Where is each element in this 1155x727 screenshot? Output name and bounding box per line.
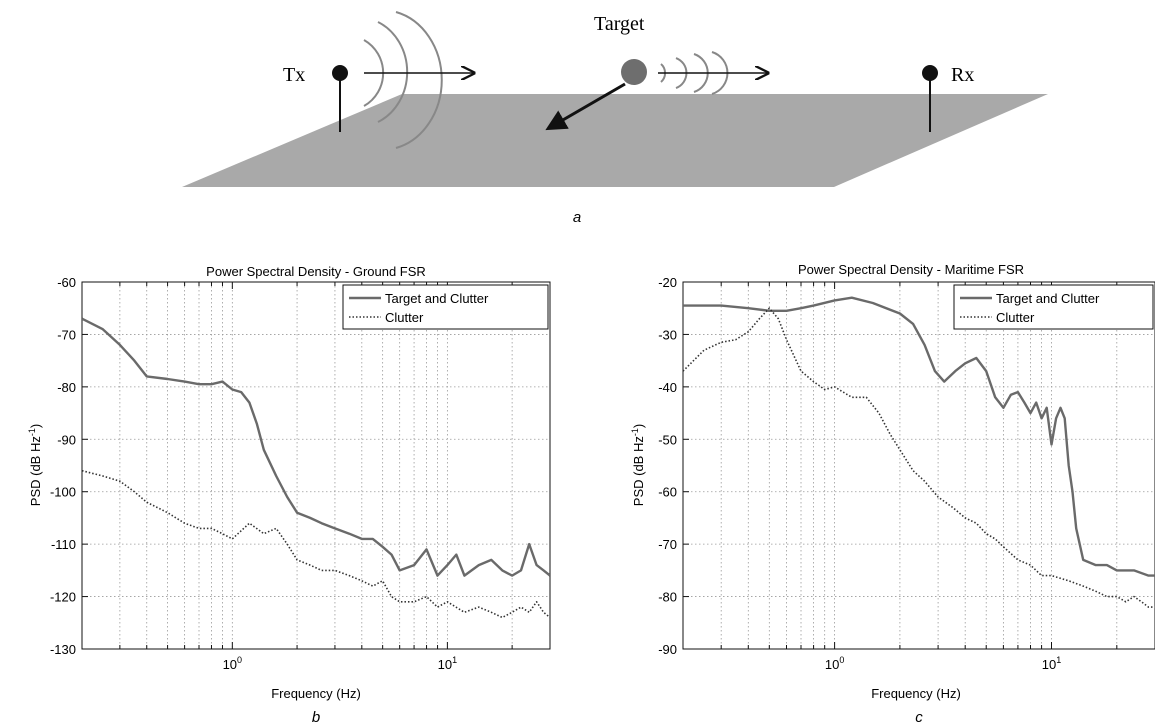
y-tick-label: -110 [51,537,76,552]
x-tick-label-base: 10 [223,657,237,672]
legend-box [953,284,1154,330]
y-tick-label: -50 [658,432,677,447]
y-tick-label: -80 [658,590,677,605]
y-tick-label: -60 [57,275,76,290]
target-sphere [621,59,647,85]
plot-area [81,281,551,650]
y-tick-label: -120 [50,590,76,605]
y-tick-label: -130 [50,642,76,657]
x-tick-label-exponent: 1 [1056,655,1061,665]
x-tick-label: 100 [825,655,844,672]
legend: Target and Clutter Clutter [342,284,549,330]
panel-label-b: b [312,709,320,726]
y-tick-label: -60 [658,485,677,500]
x-axis-label: Frequency (Hz) [871,686,961,701]
plot-area [682,281,1155,650]
legend-label: Target and Clutter [385,291,489,306]
legend-label: Clutter [996,310,1035,325]
x-tick-label-exponent: 0 [839,655,844,665]
y-tick-label: -90 [57,432,76,447]
tx-wavefront-3 [395,11,443,149]
y-axis-label-main: PSD (dB Hz [631,436,646,506]
tx-label: Tx [283,64,305,86]
x-axis-label: Frequency (Hz) [271,686,361,701]
diagram-panel-a: Tx Target Rx a [182,11,1048,226]
y-tick-label: -100 [50,485,76,500]
x-tick-label: 101 [1042,655,1061,672]
tx-wavefront-2 [377,21,409,123]
panel-label-c: c [915,709,923,726]
series-line-clutter [82,469,550,619]
y-axis-label-exponent: -1 [27,428,37,436]
chart-maritime-fsr: Power Spectral Density - Maritime FSR Fr… [630,262,1155,726]
chart-title: Power Spectral Density - Maritime FSR [798,262,1024,277]
y-tick-label: -70 [658,537,677,552]
series-line-clutter [683,307,1155,608]
series-line-target-and-clutter [82,317,550,577]
y-axis-label: PSD (dB Hz-1) [630,424,646,506]
legend-box [342,284,549,330]
tx-antenna-node [332,65,348,81]
y-tick-label: -30 [658,327,677,342]
y-tick-label: -70 [57,327,76,342]
y-axis-label-exponent: -1 [630,428,640,436]
y-axis-label-end: ) [631,424,646,428]
y-tick-label: -40 [658,380,677,395]
y-tick-label: -80 [57,380,76,395]
x-tick-label-base: 10 [825,657,839,672]
y-tick-label: -90 [658,642,677,657]
rx-antenna-node [922,65,938,81]
x-tick-label: 101 [438,655,457,672]
data-series [683,296,1155,608]
x-tick-label-exponent: 1 [452,655,457,665]
x-tick-label-base: 10 [438,657,452,672]
y-axis-label: PSD (dB Hz-1) [27,424,43,506]
legend-label: Clutter [385,310,424,325]
chart-ground-fsr: Power Spectral Density - Ground FSR Freq… [27,264,551,726]
target-motion-arrow [545,82,626,131]
grid [82,282,550,649]
rx-label: Rx [951,64,974,86]
data-series [82,317,550,619]
chart-title: Power Spectral Density - Ground FSR [206,264,426,279]
target-label: Target [594,13,645,35]
y-axis-label-end: ) [28,424,43,428]
x-tick-label-base: 10 [1042,657,1056,672]
legend: Target and Clutter Clutter [953,284,1154,330]
legend-label: Target and Clutter [996,291,1100,306]
series-line-target-and-clutter [683,296,1155,577]
x-tick-label: 100 [223,655,242,672]
y-axis-label-main: PSD (dB Hz [28,436,43,506]
panel-label-a: a [573,209,581,226]
ground-plane [182,94,1048,187]
grid [683,282,1155,649]
x-tick-label-exponent: 0 [237,655,242,665]
y-tick-label: -20 [658,275,677,290]
